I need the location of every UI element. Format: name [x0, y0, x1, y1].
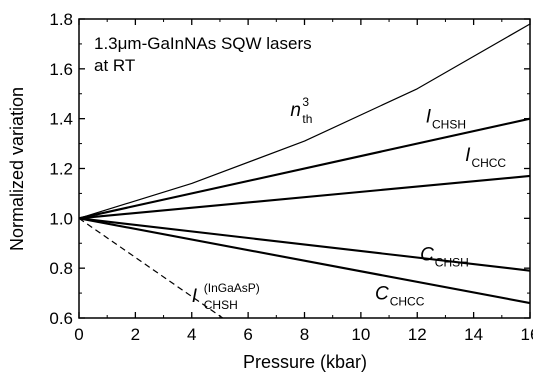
x-tick-label: 16: [521, 325, 533, 344]
y-tick-label: 1.0: [49, 209, 73, 228]
series-label: ICHSH: [426, 106, 466, 131]
x-axis-title: Pressure (kbar): [243, 352, 367, 372]
series-label: n3 th: [290, 95, 312, 126]
annotation-line-2: at RT: [94, 56, 135, 75]
x-tick-label: 10: [351, 325, 370, 344]
series-label-sub: CHSH: [204, 298, 238, 312]
x-tick-label: 4: [187, 325, 196, 344]
series-label: CCHSH: [420, 245, 469, 270]
annotation-line-1: 1.3μm-GaInNAs SQW lasers: [94, 34, 312, 53]
series-label-sub: CHSH: [435, 256, 469, 270]
series-label-sup: (InGaAsP): [204, 281, 260, 295]
series-label: CCHCC: [375, 283, 425, 308]
series-line-i-chcc: [78, 174, 531, 220]
y-tick-label: 1.6: [49, 60, 73, 79]
x-tick-label: 0: [74, 325, 83, 344]
series-label-sub: CHCC: [471, 156, 506, 170]
series-label-main: I: [465, 145, 471, 166]
x-tick-label: 6: [243, 325, 252, 344]
series-label-sub: CHCC: [390, 294, 425, 308]
series-line-c-chcc: [78, 217, 531, 305]
y-tick-label: 1.4: [49, 110, 73, 129]
series-line-c-chsh: [78, 217, 531, 272]
series-label-main: C: [375, 283, 389, 304]
series-label-main: I: [426, 106, 432, 127]
series-label-sup: 3: [302, 95, 309, 109]
series-label-sub: th: [302, 112, 312, 126]
y-tick-label: 0.6: [49, 309, 73, 328]
series-label: I (InGaAsP) CHSH: [192, 281, 260, 312]
ticks: 0 2 4 6 8 10 12 14 16 0.6 0.8 1.0 1.2 1.4 1.6 1.8: [49, 10, 533, 344]
series-line-n-th-3: [78, 23, 531, 219]
y-tick-label: 0.8: [49, 259, 73, 278]
x-tick-label: 2: [131, 325, 140, 344]
series-group: [78, 23, 531, 319]
series-label: ICHCC: [465, 145, 506, 170]
series-label-main: n: [290, 100, 301, 121]
y-tick-label: 1.8: [49, 10, 73, 29]
y-tick-label: 1.2: [49, 160, 73, 179]
y-axis-title: Normalized variation: [7, 87, 27, 251]
x-tick-label: 8: [300, 325, 309, 344]
plot-frame: [78, 18, 531, 319]
series-label-sub: CHSH: [432, 117, 466, 131]
x-tick-label: 12: [408, 325, 427, 344]
series-line-i-chsh-ingaasp: [78, 217, 224, 319]
series-label-main: C: [420, 245, 434, 266]
series-label-main: I: [192, 286, 198, 307]
x-tick-label: 14: [464, 325, 483, 344]
series-line-i-chsh: [78, 117, 531, 220]
